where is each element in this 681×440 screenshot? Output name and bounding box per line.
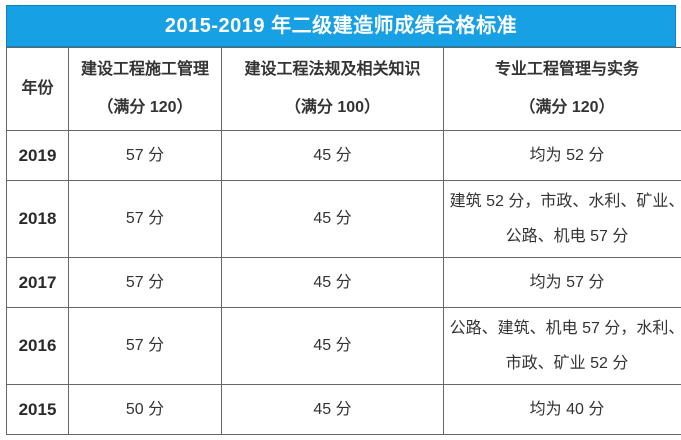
table-row-2016: 2016 57 分 45 分 公路、建筑、机电 57 分，水利、市政、矿业 52…	[6, 307, 681, 385]
year-cell: 2017	[6, 257, 69, 308]
year-cell: 2018	[6, 180, 69, 258]
table-row-2017: 2017 57 分 45 分 均为 57 分	[6, 257, 681, 308]
management-cell: 50 分	[68, 384, 222, 435]
year-cell: 2016	[6, 307, 69, 385]
score-table: 年份 建设工程施工管理 （满分 120） 建设工程法规及相关知识 （满分 100…	[6, 47, 681, 435]
header-management-maxscore: （满分 120）	[97, 99, 193, 116]
header-regulations-maxscore: （满分 100）	[284, 99, 381, 116]
regulations-cell: 45 分	[221, 257, 444, 308]
practice-cell: 建筑 52 分，市政、水利、矿业、公路、机电 57 分	[443, 180, 681, 258]
management-cell: 57 分	[68, 130, 222, 181]
table-title: 2015-2019 年二级建造师成绩合格标准	[6, 5, 676, 47]
header-practice-label: 专业工程管理与实务	[494, 60, 639, 78]
header-practice: 专业工程管理与实务 （满分 120）	[443, 47, 681, 131]
management-cell: 57 分	[68, 307, 222, 385]
regulations-cell: 45 分	[221, 180, 444, 258]
regulations-cell: 45 分	[221, 384, 444, 435]
practice-cell: 公路、建筑、机电 57 分，水利、市政、矿业 52 分	[443, 307, 681, 385]
management-cell: 57 分	[68, 180, 222, 258]
table-row-2018: 2018 57 分 45 分 建筑 52 分，市政、水利、矿业、公路、机电 57…	[6, 180, 681, 258]
practice-cell: 均为 40 分	[443, 384, 681, 435]
practice-cell: 均为 52 分	[443, 130, 681, 181]
practice-cell: 均为 57 分	[443, 257, 681, 308]
header-management: 建设工程施工管理 （满分 120）	[68, 47, 222, 131]
header-practice-maxscore: （满分 120）	[519, 99, 615, 116]
header-regulations-label: 建设工程法规及相关知识	[244, 60, 421, 78]
regulations-cell: 45 分	[221, 130, 444, 181]
table-row-2015: 2015 50 分 45 分 均为 40 分	[6, 384, 681, 435]
header-year-label: 年份	[21, 79, 54, 97]
header-row: 年份 建设工程施工管理 （满分 120） 建设工程法规及相关知识 （满分 100…	[6, 47, 681, 131]
header-management-label: 建设工程施工管理	[80, 60, 209, 78]
table-row-2019: 2019 57 分 45 分 均为 52 分	[6, 130, 681, 181]
header-regulations: 建设工程法规及相关知识 （满分 100）	[221, 47, 444, 131]
regulations-cell: 45 分	[221, 307, 444, 385]
management-cell: 57 分	[68, 257, 222, 308]
year-cell: 2019	[6, 130, 69, 181]
header-year: 年份	[6, 47, 69, 131]
year-cell: 2015	[6, 384, 69, 435]
